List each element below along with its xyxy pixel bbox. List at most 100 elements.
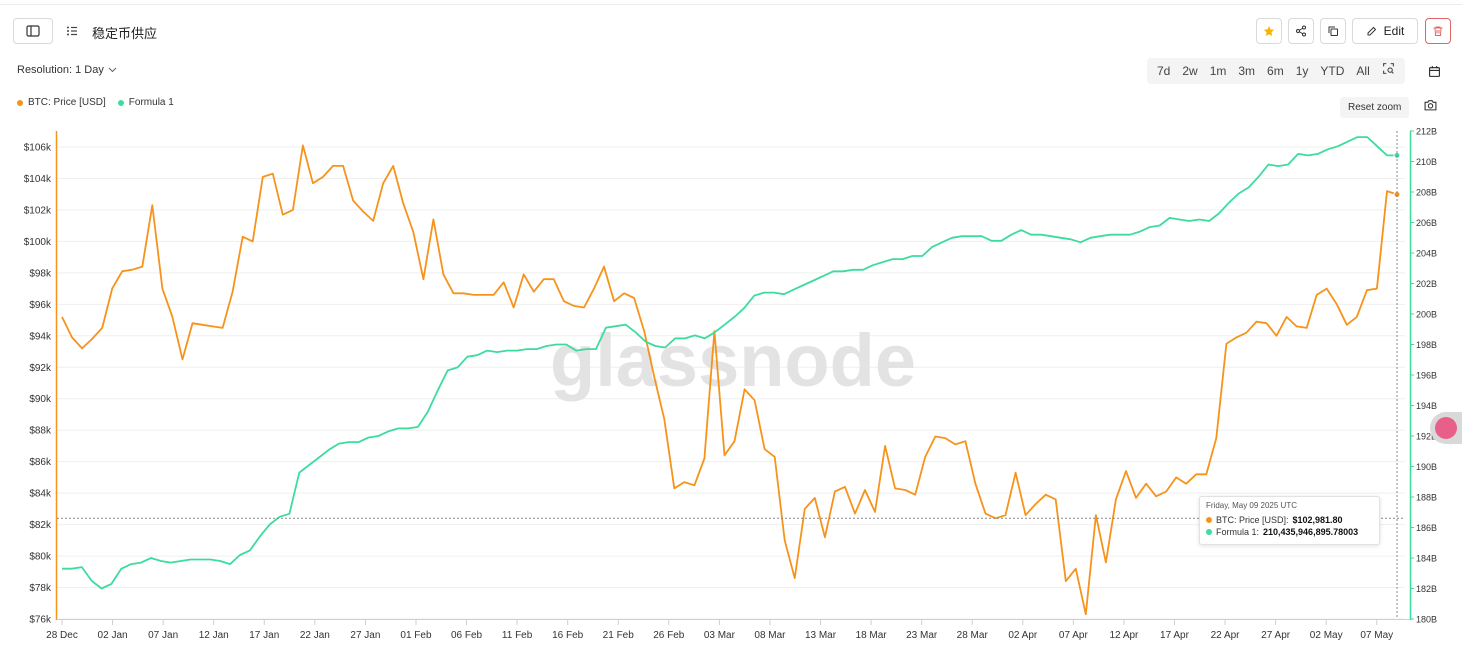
side-widget-button[interactable]: [1430, 412, 1462, 444]
range-1y-button[interactable]: 1y: [1295, 64, 1309, 78]
x-axis: 28 Dec 02 Jan 07 Jan 12 Jan 17 Jan 22 Jan 27 J…: [46, 619, 1410, 641]
range-3m-button[interactable]: 3m: [1238, 64, 1256, 78]
range-6m-button[interactable]: 6m: [1267, 64, 1284, 78]
resolution-label: Resolution: 1 Day: [17, 64, 104, 76]
right-tick-label: 206B: [1416, 218, 1437, 228]
left-tick-label: $94k: [29, 331, 52, 342]
reset-zoom-button[interactable]: Reset zoom: [1340, 97, 1410, 118]
time-range-selector: 7d 2w 1m 3m 6m 1y YTD All: [1147, 58, 1405, 84]
top-border: [0, 4, 1462, 5]
left-tick-label: $102k: [24, 205, 52, 216]
x-tick-label: 12 Jan: [199, 630, 229, 641]
left-tick-label: $100k: [24, 237, 52, 248]
x-tick-label: 07 May: [1360, 630, 1393, 641]
x-tick-label: 03 Mar: [704, 630, 736, 641]
favorite-button[interactable]: [1256, 18, 1282, 44]
right-tick-label: 212B: [1416, 127, 1437, 137]
x-tick-label: 13 Mar: [805, 630, 837, 641]
metric-list-icon: [67, 26, 77, 36]
x-tick-label: 08 Mar: [754, 630, 786, 641]
x-tick-label: 28 Dec: [46, 630, 78, 641]
range-all-button[interactable]: All: [1356, 64, 1370, 78]
legend-item-formula-1[interactable]: Formula 1: [117, 97, 174, 108]
date-picker-button[interactable]: [1421, 58, 1447, 84]
right-tick-label: 204B: [1416, 249, 1437, 259]
x-tick-label: 11 Feb: [502, 630, 533, 641]
left-tick-label: $92k: [29, 363, 52, 374]
assistant-icon: [1435, 417, 1457, 439]
range-2w-button[interactable]: 2w: [1182, 64, 1198, 78]
x-tick-label: 23 Mar: [906, 630, 938, 641]
right-tick-label: 202B: [1416, 279, 1437, 289]
crosshair: [57, 131, 1405, 619]
left-tick-label: $98k: [29, 268, 52, 279]
camera-icon[interactable]: [1424, 99, 1437, 111]
zoom-box-icon: [1382, 63, 1394, 74]
left-tick-label: $78k: [29, 583, 52, 594]
left-y-axis: $76k $78k $80k $82k $84k $86k $88k $90k $92k $94k…: [24, 131, 58, 626]
series-group: [61, 136, 1401, 616]
right-tick-label: 194B: [1416, 401, 1437, 411]
right-tick-label: 190B: [1416, 462, 1437, 472]
x-tick-label: 02 Apr: [1008, 630, 1038, 641]
chart-legend: BTC: Price [USD] Formula 1: [17, 97, 174, 108]
x-tick-label: 22 Jan: [300, 630, 330, 641]
left-tick-label: $80k: [29, 552, 52, 563]
left-tick-label: $84k: [29, 489, 52, 500]
sidebar-panel-icon: [26, 25, 40, 37]
calendar-icon: [1428, 65, 1440, 77]
duplicate-button[interactable]: [1320, 18, 1346, 44]
tooltip-btc-value: $102,981.80: [1292, 515, 1343, 525]
tooltip-dot-btc: [1206, 517, 1212, 523]
right-tick-label: 200B: [1416, 310, 1437, 320]
share-button[interactable]: [1288, 18, 1314, 44]
x-tick-label: 27 Jan: [350, 630, 380, 641]
chevron-down-icon: [108, 67, 117, 73]
x-tick-label: 16 Feb: [552, 630, 584, 641]
right-tick-label: 180B: [1416, 615, 1437, 625]
right-tick-label: 182B: [1416, 584, 1437, 594]
range-7d-button[interactable]: 7d: [1157, 64, 1171, 78]
zoom-select-button[interactable]: [1376, 58, 1401, 84]
x-tick-label: 06 Feb: [451, 630, 483, 641]
x-tick-label: 01 Feb: [400, 630, 432, 641]
left-tick-label: $88k: [29, 426, 52, 437]
right-tick-label: 186B: [1416, 523, 1437, 533]
legend-dot-formula: [117, 99, 124, 106]
resolution-select[interactable]: Resolution: 1 Day: [17, 64, 117, 76]
x-tick-label: 07 Apr: [1059, 630, 1089, 641]
x-tick-label: 27 Apr: [1261, 630, 1291, 641]
edit-button[interactable]: Edit: [1352, 18, 1418, 44]
legend-item-btc-price[interactable]: BTC: Price [USD]: [17, 97, 106, 108]
delete-button[interactable]: [1425, 18, 1451, 44]
pencil-icon: [1367, 26, 1376, 36]
left-tick-label: $104k: [24, 174, 52, 185]
formula-1-line: [62, 136, 1397, 590]
right-y-axis: 180B 182B 184B 186B 188B 190B 192B 194B 196B 198B…: [1409, 127, 1437, 625]
page-title: 稳定币供应: [92, 26, 158, 41]
legend-label-btc: BTC: Price [USD]: [28, 97, 106, 108]
btc-price-line: [61, 144, 1398, 616]
share-icon: [1296, 25, 1306, 37]
watermark: glassnode: [550, 319, 916, 402]
right-tick-label: 196B: [1416, 371, 1437, 381]
left-tick-label: $82k: [29, 520, 52, 531]
edit-button-label: Edit: [1383, 24, 1405, 38]
legend-dot-btc: [17, 99, 23, 106]
range-1m-button[interactable]: 1m: [1209, 64, 1227, 78]
tooltip-row-formula: Formula 1: 210,435,946,895.78003: [1206, 526, 1373, 538]
right-tick-label: 188B: [1416, 493, 1437, 503]
sidebar-toggle-button[interactable]: [13, 18, 53, 44]
tooltip-date: Friday, May 09 2025 UTC: [1206, 501, 1297, 510]
right-tick-label: 208B: [1416, 188, 1437, 198]
x-tick-label: 18 Mar: [856, 630, 888, 641]
star-icon: [1263, 26, 1275, 36]
left-tick-label: $90k: [29, 394, 52, 405]
x-tick-label: 02 Jan: [98, 630, 128, 641]
right-tick-label: 198B: [1416, 340, 1437, 350]
x-tick-label: 17 Apr: [1160, 630, 1190, 641]
copy-icon: [1328, 26, 1338, 36]
tooltip-formula-label: Formula 1:: [1216, 527, 1260, 537]
range-ytd-button[interactable]: YTD: [1320, 64, 1345, 78]
